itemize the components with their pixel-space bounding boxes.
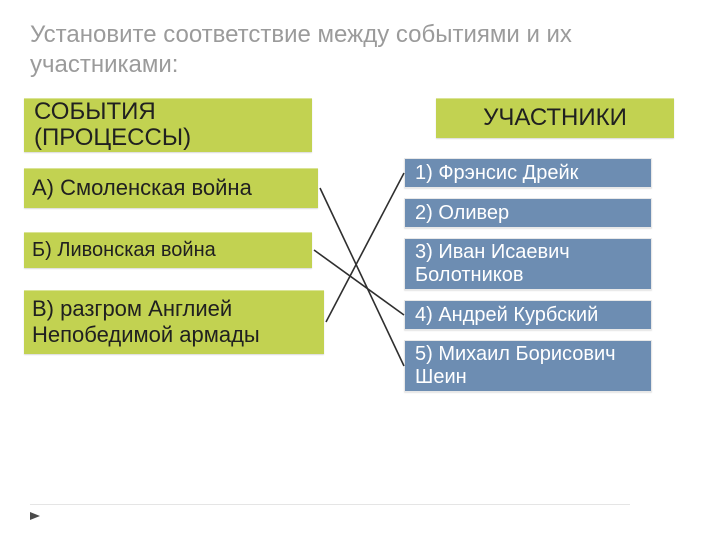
participant-4-label: 4) Андрей Курбский xyxy=(415,304,598,327)
instruction-title: Установите соответствие между событиями … xyxy=(30,20,572,80)
participant-1-label: 1) Фрэнсис Дрейк xyxy=(415,162,578,185)
participant-5[interactable]: 5) Михаил Борисович Шеин xyxy=(404,340,652,392)
participant-3-label: 3) Иван Исаевич Болотников xyxy=(415,241,651,287)
participant-5-label: 5) Михаил Борисович Шеин xyxy=(415,343,651,389)
participant-4[interactable]: 4) Андрей Курбский xyxy=(404,300,652,330)
event-b-label: Б) Ливонская война xyxy=(32,239,216,262)
participant-2-label: 2) Оливер xyxy=(415,202,509,225)
header-events: СОБЫТИЯ (ПРОЦЕССЫ) xyxy=(24,98,312,152)
event-c-label: В) разгром Англией Непобедимой армады xyxy=(32,296,324,349)
header-events-label: СОБЫТИЯ (ПРОЦЕССЫ) xyxy=(34,99,312,152)
event-c[interactable]: В) разгром Англией Непобедимой армады xyxy=(24,290,324,354)
slide-canvas: Установите соответствие между событиями … xyxy=(0,0,720,540)
participant-3[interactable]: 3) Иван Исаевич Болотников xyxy=(404,238,652,290)
event-b[interactable]: Б) Ливонская война xyxy=(24,232,312,268)
footer-divider xyxy=(30,504,630,505)
footer-arrow-icon xyxy=(30,512,40,520)
event-a-label: А) Смоленская война xyxy=(32,175,252,201)
instruction-line-2: участниками: xyxy=(30,51,178,78)
participant-2[interactable]: 2) Оливер xyxy=(404,198,652,228)
header-participants-label: УЧАСТНИКИ xyxy=(483,104,627,132)
instruction-line-1: Установите соответствие между событиями … xyxy=(30,21,572,48)
header-participants: УЧАСТНИКИ xyxy=(436,98,674,138)
participant-1[interactable]: 1) Фрэнсис Дрейк xyxy=(404,158,652,188)
event-a[interactable]: А) Смоленская война xyxy=(24,168,318,208)
